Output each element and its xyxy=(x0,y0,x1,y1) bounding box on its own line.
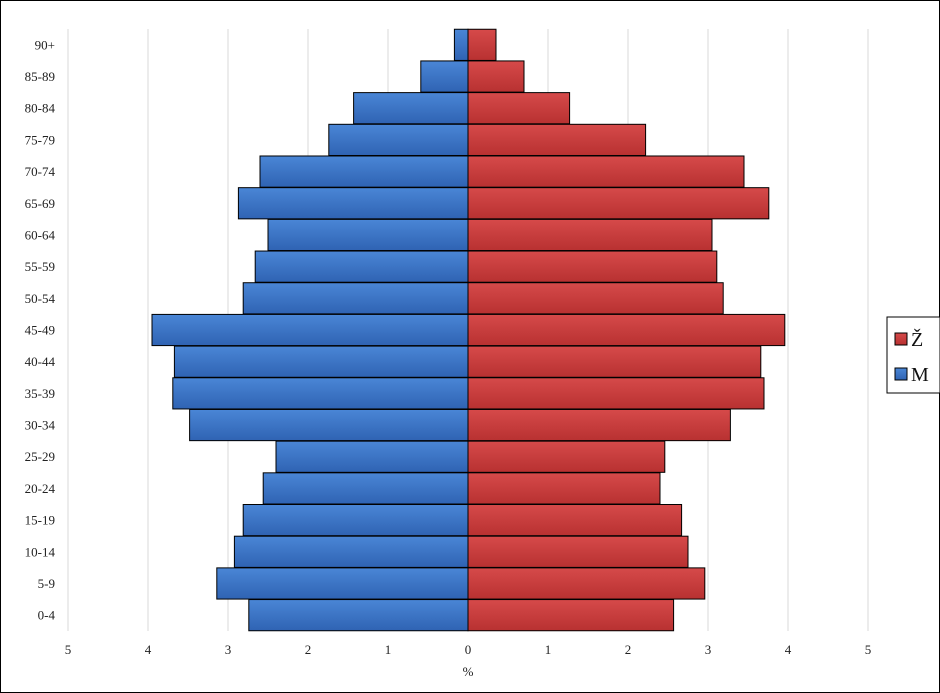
x-tick-label-3: 2 xyxy=(305,642,312,657)
y-tick-label-35-39: 35-39 xyxy=(25,386,55,401)
y-tick-label-45-49: 45-49 xyxy=(25,323,55,338)
bar-m-40-44 xyxy=(173,345,469,378)
x-tick-labels: 5 4 3 2 1 0 1 2 3 4 5 xyxy=(65,642,872,657)
legend-label-1: M xyxy=(911,364,929,386)
y-tick-label-80-84: 80-84 xyxy=(25,101,56,116)
x-tick-label-2: 3 xyxy=(225,642,232,657)
bar-m-80-84 xyxy=(353,92,469,125)
x-tick-label-8: 3 xyxy=(705,642,712,657)
bar-m-90+ xyxy=(453,28,469,61)
bar-m-50-54 xyxy=(242,282,469,315)
x-tick-label-9: 4 xyxy=(785,642,792,657)
bar-m-15-19 xyxy=(242,504,469,537)
x-axis-title: % xyxy=(463,664,474,679)
bar-m-10-14 xyxy=(233,535,469,568)
bar-z-10-14 xyxy=(467,535,689,568)
bars xyxy=(151,28,786,632)
bar-z-5-9 xyxy=(467,567,706,600)
legend-swatch-1 xyxy=(894,367,908,381)
bar-m-5-9 xyxy=(216,567,469,600)
y-tick-label-10-14: 10-14 xyxy=(25,544,56,559)
bar-m-30-34 xyxy=(189,408,469,442)
bar-z-45-49 xyxy=(467,313,786,347)
bar-m-25-29 xyxy=(275,440,469,473)
x-tick-label-4: 1 xyxy=(385,642,392,657)
x-tick-label-1: 4 xyxy=(145,642,152,657)
bar-m-85-89 xyxy=(420,60,469,93)
legend-swatch-0 xyxy=(894,332,908,346)
y-tick-label-30-34: 30-34 xyxy=(25,418,56,433)
bar-z-65-69 xyxy=(467,187,770,220)
x-tick-label-6: 1 xyxy=(545,642,552,657)
y-tick-label-65-69: 65-69 xyxy=(25,196,55,211)
bar-z-90+ xyxy=(467,28,497,61)
x-tick-label-10: 5 xyxy=(865,642,872,657)
y-tick-label-60-64: 60-64 xyxy=(25,227,56,242)
bar-m-75-79 xyxy=(328,123,469,156)
bar-z-0-4 xyxy=(467,599,675,632)
bar-z-70-74 xyxy=(467,155,745,188)
bar-z-15-19 xyxy=(467,504,683,537)
y-tick-label-15-19: 15-19 xyxy=(25,513,55,528)
x-tick-label-5: 0 xyxy=(465,642,472,657)
y-tick-label-40-44: 40-44 xyxy=(25,354,56,369)
y-tick-labels: 0-4 5-9 10-14 15-19 20-24 25-29 30-34 35-39 40-4… xyxy=(25,37,56,622)
bar-m-35-39 xyxy=(172,377,469,410)
legend-label-0: Ž xyxy=(911,328,923,351)
x-tick-label-0: 5 xyxy=(65,642,72,657)
bar-z-75-79 xyxy=(467,123,647,156)
bar-m-45-49 xyxy=(151,313,469,347)
x-tick-label-7: 2 xyxy=(625,642,632,657)
bar-z-20-24 xyxy=(467,472,661,505)
y-tick-label-90+: 90+ xyxy=(35,37,55,52)
y-tick-label-55-59: 55-59 xyxy=(25,259,55,274)
y-tick-label-20-24: 20-24 xyxy=(25,481,56,496)
bar-m-55-59 xyxy=(254,250,469,283)
y-tick-label-5-9: 5-9 xyxy=(38,576,55,591)
bar-z-40-44 xyxy=(467,345,762,378)
y-tick-label-85-89: 85-89 xyxy=(25,69,55,84)
bar-z-50-54 xyxy=(467,282,724,315)
bar-m-20-24 xyxy=(262,472,469,505)
bar-z-55-59 xyxy=(467,250,718,283)
y-tick-label-70-74: 70-74 xyxy=(25,164,56,179)
bar-z-25-29 xyxy=(467,440,666,473)
bar-m-65-69 xyxy=(237,187,469,220)
y-tick-label-75-79: 75-79 xyxy=(25,132,55,147)
bar-m-0-4 xyxy=(248,599,469,632)
bar-m-70-74 xyxy=(259,155,469,188)
bar-z-60-64 xyxy=(467,218,713,252)
y-tick-label-25-29: 25-29 xyxy=(25,449,55,464)
bar-z-35-39 xyxy=(467,377,765,410)
y-tick-label-50-54: 50-54 xyxy=(25,291,56,306)
y-tick-label-0-4: 0-4 xyxy=(38,608,56,623)
bar-m-60-64 xyxy=(267,218,469,252)
bar-z-30-34 xyxy=(467,408,731,442)
legend: ŽM xyxy=(886,316,940,394)
bar-z-80-84 xyxy=(467,92,571,125)
bar-z-85-89 xyxy=(467,60,525,93)
